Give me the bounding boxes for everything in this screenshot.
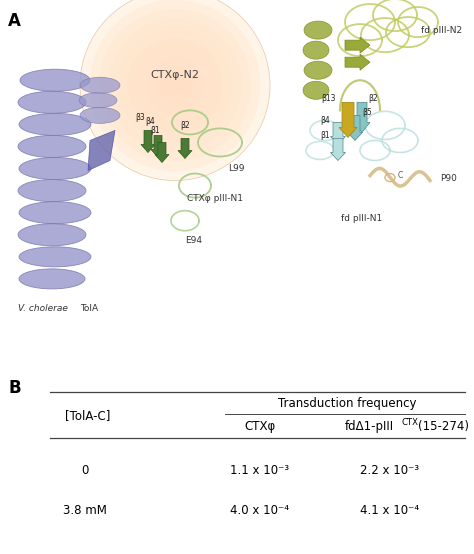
FancyArrow shape bbox=[330, 138, 346, 161]
Ellipse shape bbox=[19, 247, 91, 267]
Text: E94: E94 bbox=[185, 236, 202, 245]
Ellipse shape bbox=[19, 269, 85, 289]
Ellipse shape bbox=[304, 61, 332, 79]
Ellipse shape bbox=[80, 77, 120, 93]
Ellipse shape bbox=[19, 157, 91, 179]
Text: (15-274): (15-274) bbox=[418, 419, 469, 433]
Text: CTX: CTX bbox=[402, 418, 419, 427]
Ellipse shape bbox=[118, 28, 232, 142]
Ellipse shape bbox=[137, 47, 213, 124]
FancyArrow shape bbox=[151, 135, 165, 157]
Ellipse shape bbox=[20, 69, 90, 91]
Text: β1: β1 bbox=[150, 126, 160, 135]
Ellipse shape bbox=[79, 93, 117, 108]
Ellipse shape bbox=[156, 66, 194, 104]
Ellipse shape bbox=[146, 57, 203, 114]
Text: CTXφ pIII-N1: CTXφ pIII-N1 bbox=[187, 194, 243, 203]
Text: β3: β3 bbox=[135, 114, 145, 122]
Ellipse shape bbox=[80, 0, 270, 181]
Ellipse shape bbox=[18, 224, 86, 246]
Ellipse shape bbox=[19, 202, 91, 224]
FancyArrow shape bbox=[347, 115, 363, 141]
Text: C: C bbox=[398, 171, 403, 180]
Ellipse shape bbox=[109, 18, 241, 152]
Ellipse shape bbox=[18, 91, 86, 114]
Ellipse shape bbox=[80, 107, 120, 124]
Ellipse shape bbox=[18, 135, 86, 157]
Ellipse shape bbox=[304, 21, 332, 39]
Text: B: B bbox=[8, 379, 21, 397]
Text: 2.2 x 10⁻³: 2.2 x 10⁻³ bbox=[360, 464, 419, 476]
Text: β13: β13 bbox=[321, 94, 336, 103]
Text: β4: β4 bbox=[320, 116, 330, 125]
Text: β2: β2 bbox=[180, 121, 190, 130]
Polygon shape bbox=[88, 130, 115, 171]
Text: A: A bbox=[8, 12, 21, 30]
Text: fdΔ1-pIII: fdΔ1-pIII bbox=[345, 419, 394, 433]
FancyArrow shape bbox=[345, 54, 370, 70]
Text: 3.8 mM: 3.8 mM bbox=[63, 504, 107, 516]
Text: L99: L99 bbox=[228, 164, 245, 173]
Text: CTXφ-N2: CTXφ-N2 bbox=[151, 70, 200, 80]
Text: fd pIII-N1: fd pIII-N1 bbox=[341, 214, 383, 223]
Text: β5: β5 bbox=[362, 108, 372, 117]
FancyArrow shape bbox=[330, 122, 346, 145]
Text: Transduction frequency: Transduction frequency bbox=[278, 397, 417, 409]
FancyArrow shape bbox=[339, 102, 357, 137]
Ellipse shape bbox=[18, 179, 86, 202]
Ellipse shape bbox=[90, 0, 261, 171]
Ellipse shape bbox=[303, 41, 329, 59]
FancyArrow shape bbox=[155, 142, 169, 162]
Text: 4.0 x 10⁻⁴: 4.0 x 10⁻⁴ bbox=[230, 504, 290, 516]
Ellipse shape bbox=[128, 38, 222, 133]
Ellipse shape bbox=[99, 9, 251, 162]
Text: fd pIII-N2: fd pIII-N2 bbox=[421, 25, 462, 34]
Text: 0: 0 bbox=[82, 464, 89, 476]
Text: CTXφ: CTXφ bbox=[245, 419, 275, 433]
Text: P90: P90 bbox=[440, 174, 457, 183]
FancyArrow shape bbox=[141, 130, 155, 152]
Text: V. cholerae: V. cholerae bbox=[18, 305, 68, 314]
Text: β4: β4 bbox=[145, 117, 155, 126]
Text: [TolA-C]: [TolA-C] bbox=[65, 409, 110, 422]
Text: 1.1 x 10⁻³: 1.1 x 10⁻³ bbox=[230, 464, 290, 476]
Ellipse shape bbox=[19, 114, 91, 135]
FancyArrow shape bbox=[178, 138, 192, 158]
Ellipse shape bbox=[303, 81, 329, 99]
Text: 4.1 x 10⁻⁴: 4.1 x 10⁻⁴ bbox=[360, 504, 419, 516]
Text: β2: β2 bbox=[368, 94, 378, 103]
FancyArrow shape bbox=[354, 102, 370, 132]
FancyArrow shape bbox=[345, 37, 370, 53]
Text: TolA: TolA bbox=[80, 305, 98, 314]
Text: β1: β1 bbox=[320, 131, 330, 140]
Ellipse shape bbox=[165, 76, 184, 95]
